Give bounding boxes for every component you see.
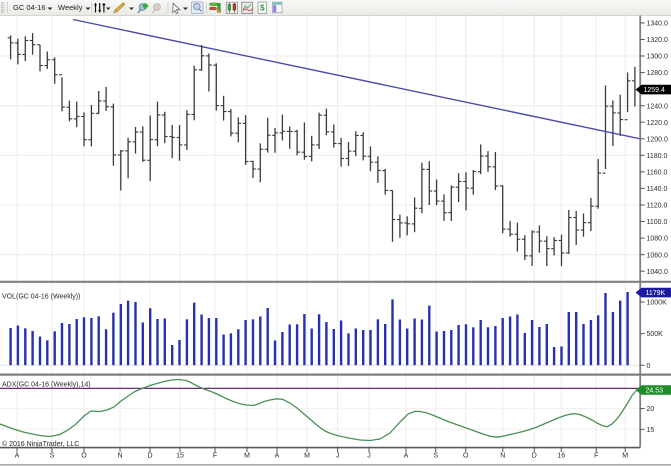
svg-text:1120.0: 1120.0 [647, 203, 668, 210]
svg-text:1100.0: 1100.0 [647, 219, 668, 226]
svg-text:D: D [147, 453, 152, 460]
svg-text:1220.0: 1220.0 [647, 120, 669, 127]
svg-text:A: A [275, 453, 280, 460]
svg-text:1259.4: 1259.4 [644, 87, 666, 94]
svg-text:GC 04-16: GC 04-16 [13, 3, 46, 12]
svg-text:1040.0: 1040.0 [647, 269, 669, 276]
svg-text:1080.0: 1080.0 [647, 236, 669, 243]
svg-text:15: 15 [647, 427, 655, 434]
svg-text:1320.0: 1320.0 [647, 37, 669, 44]
svg-text:ADX(GC 04-16 (Weekly),14): ADX(GC 04-16 (Weekly),14) [2, 381, 91, 388]
svg-text:N: N [500, 453, 505, 460]
svg-text:F: F [594, 453, 598, 460]
svg-text:1340.0: 1340.0 [647, 21, 669, 28]
svg-text:16: 16 [557, 453, 565, 460]
svg-text:1180.0: 1180.0 [647, 153, 668, 160]
svg-text:J: J [336, 453, 340, 460]
svg-text:1200.0: 1200.0 [647, 136, 669, 143]
svg-text:1179K: 1179K [646, 290, 666, 297]
svg-text:D: D [532, 453, 537, 460]
svg-text:M: M [304, 453, 310, 460]
svg-text:VOL(GC 04-16 (Weekly)): VOL(GC 04-16 (Weekly)) [2, 293, 80, 300]
svg-text:24.53: 24.53 [646, 388, 664, 395]
svg-text:© 2016 NinjaTrader, LLC: © 2016 NinjaTrader, LLC [2, 440, 79, 448]
svg-text:1280.0: 1280.0 [647, 70, 669, 77]
svg-text:500K: 500K [647, 331, 664, 338]
svg-text:N: N [117, 453, 122, 460]
svg-text:O: O [463, 453, 469, 460]
svg-text:15: 15 [176, 453, 184, 460]
svg-text:F: F [213, 453, 217, 460]
svg-text:M: M [622, 453, 628, 460]
svg-text:J: J [367, 453, 371, 460]
svg-text:M: M [244, 453, 250, 460]
svg-text:$: $ [260, 3, 265, 13]
svg-text:0: 0 [647, 363, 651, 370]
svg-text:A: A [404, 453, 409, 460]
svg-text:1240.0: 1240.0 [647, 103, 669, 110]
svg-text:S: S [433, 453, 438, 460]
svg-text:1300.0: 1300.0 [647, 54, 669, 61]
svg-text:Weekly: Weekly [58, 3, 83, 12]
svg-text:1160.0: 1160.0 [647, 170, 668, 177]
svg-text:1060.0: 1060.0 [647, 252, 669, 259]
svg-text:O: O [81, 453, 87, 460]
svg-text:20: 20 [647, 406, 655, 413]
svg-text:S: S [50, 453, 55, 460]
svg-text:1000K: 1000K [647, 300, 668, 307]
svg-text:A: A [15, 453, 20, 460]
svg-text:1140.0: 1140.0 [647, 186, 668, 193]
